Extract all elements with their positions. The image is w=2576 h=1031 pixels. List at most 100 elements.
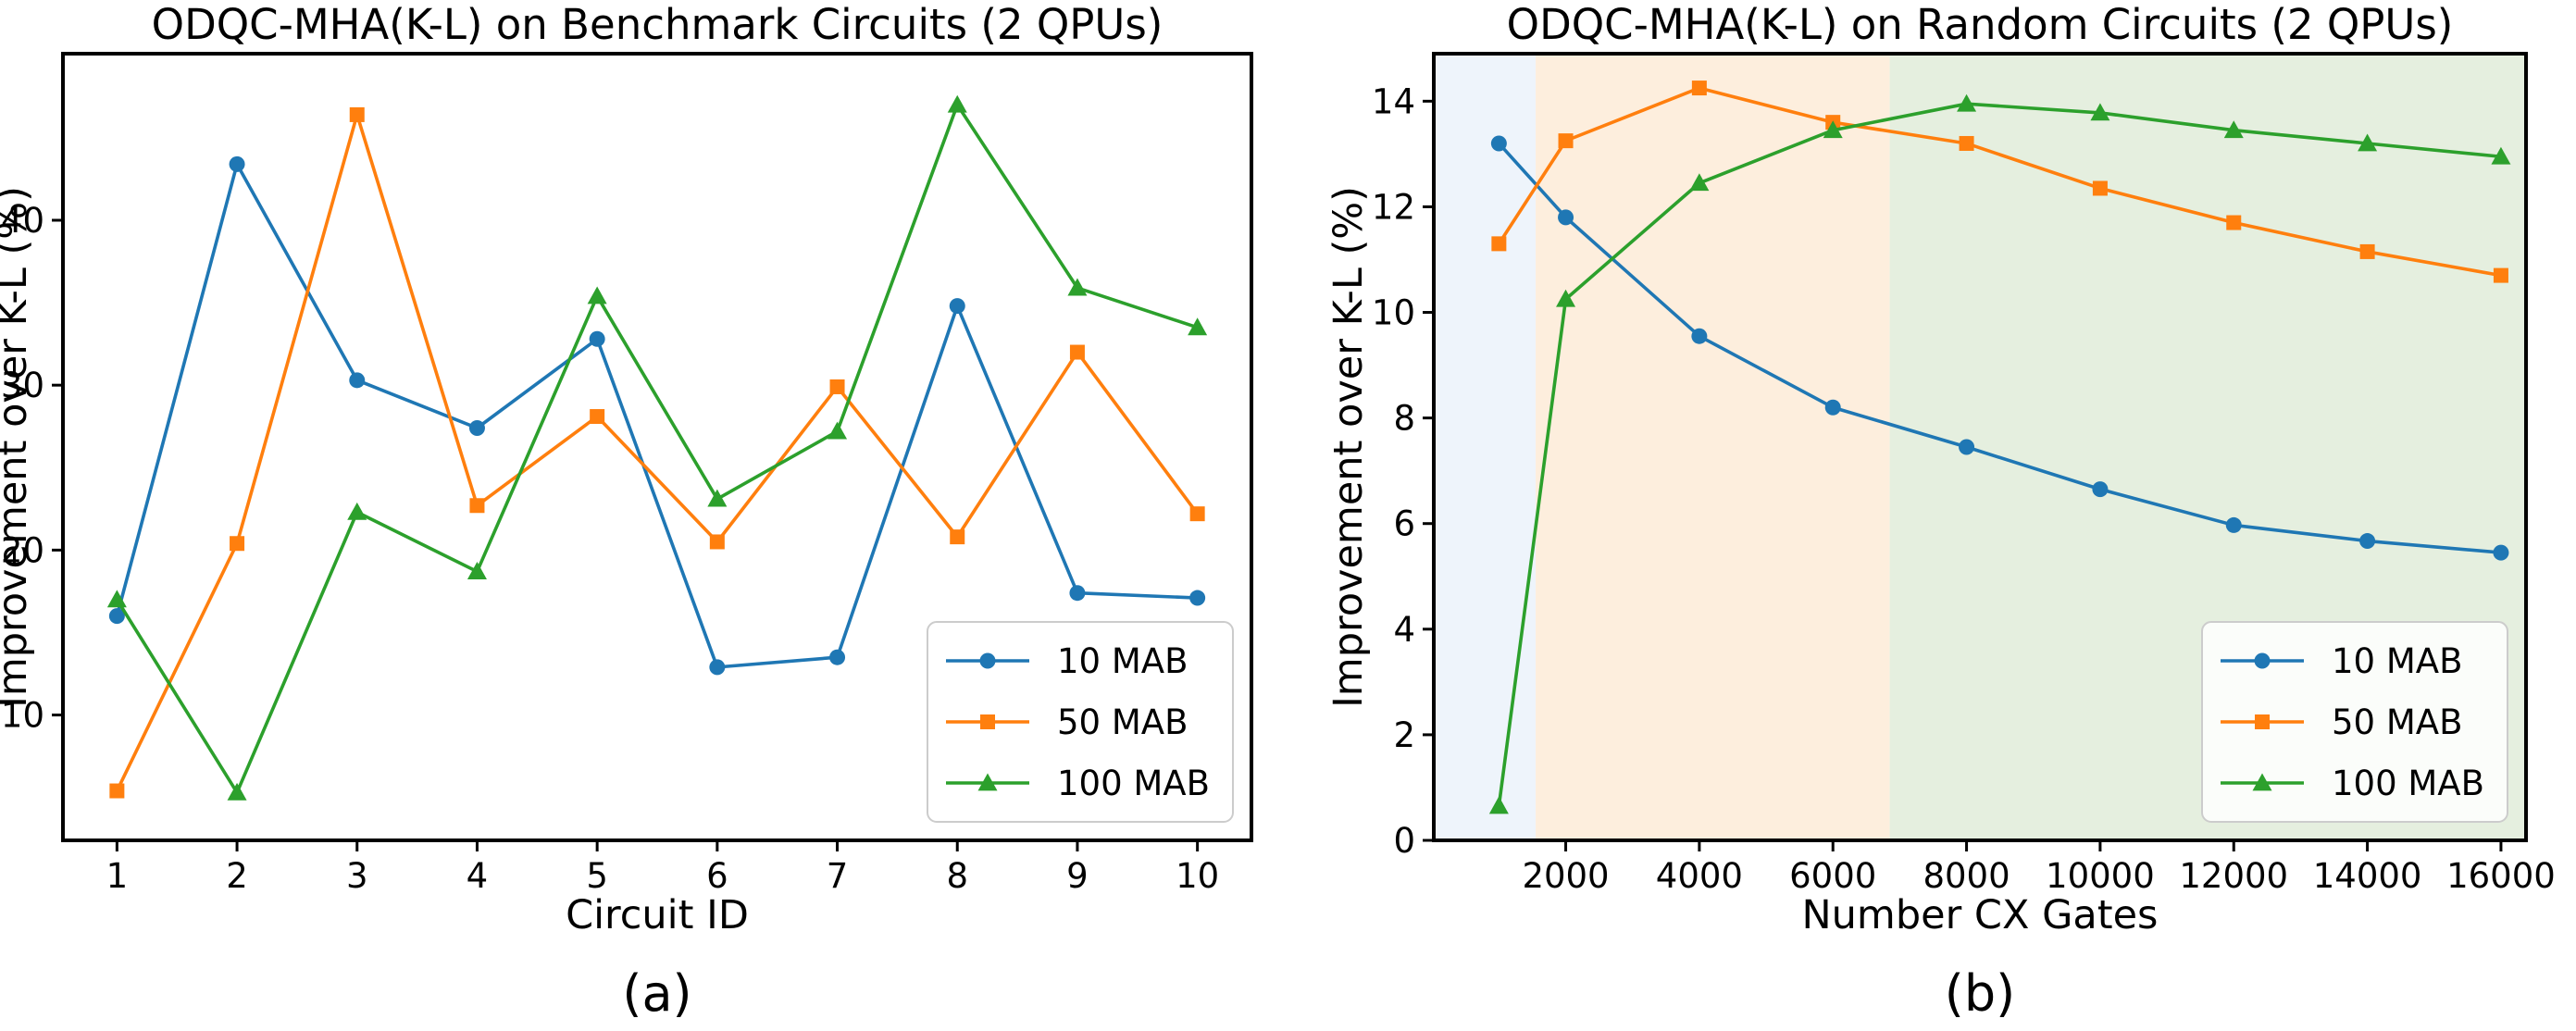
data-point xyxy=(709,534,725,550)
data-point xyxy=(2493,544,2509,561)
y-tick-label: 6 xyxy=(1393,504,1415,544)
data-point xyxy=(1069,585,1086,602)
x-tick-label: 10 xyxy=(1176,856,1219,896)
x-tick-label: 9 xyxy=(1066,856,1089,896)
data-point xyxy=(587,286,607,304)
x-tick-label: 14000 xyxy=(2313,856,2422,896)
y-tick-label: 0 xyxy=(1393,821,1415,861)
data-point xyxy=(347,502,367,520)
data-point xyxy=(828,421,848,440)
data-point xyxy=(230,536,245,552)
panel-caption: (a) xyxy=(622,964,691,1023)
data-point xyxy=(1189,506,1205,522)
x-tick-label: 3 xyxy=(346,856,368,896)
data-point xyxy=(1188,317,1208,336)
chart-title: ODQC-MHA(K-L) on Random Circuits (2 QPUs… xyxy=(1507,0,2454,49)
y-axis-label: Improvement over K-L (%) xyxy=(1325,186,1372,708)
x-tick-label: 1 xyxy=(106,856,129,896)
y-tick-label: 20 xyxy=(1,530,44,570)
data-point xyxy=(2359,243,2375,259)
data-point xyxy=(1689,173,1710,192)
series-line-10-mab xyxy=(115,162,1198,669)
y-axis-label: Improvement over K-L (%) xyxy=(0,186,36,708)
plot-area-frame xyxy=(1432,52,2528,842)
x-axis-label: Number CX Gates xyxy=(1802,892,2159,938)
legend-box xyxy=(927,621,1234,823)
legend-entry-label: 50 MAB xyxy=(2332,702,2462,742)
chart-title: ODQC-MHA(K-L) on Benchmark Circuits (2 Q… xyxy=(152,0,1164,49)
legend-entry-label: 10 MAB xyxy=(2332,641,2462,681)
legend-marker xyxy=(2255,714,2270,729)
x-tick-label: 7 xyxy=(827,856,849,896)
data-point xyxy=(349,372,366,389)
y-tick-label: 2 xyxy=(1393,715,1415,755)
series-line-100-mab xyxy=(115,103,1199,795)
data-point xyxy=(109,783,125,799)
data-point xyxy=(106,590,127,608)
y-tick-label: 4 xyxy=(1393,610,1415,650)
data-point xyxy=(2358,133,2378,152)
data-point xyxy=(1823,120,1843,139)
legend: 10 MAB 50 MAB 100 MAB xyxy=(2201,621,2508,823)
x-tick-label: 8 xyxy=(946,856,968,896)
data-point xyxy=(2225,516,2242,533)
data-point xyxy=(1824,399,1841,416)
legend-marker xyxy=(980,714,995,729)
legend-entry-label: 100 MAB xyxy=(1057,764,1210,803)
data-point xyxy=(2491,146,2511,165)
data-point xyxy=(108,608,125,625)
data-point xyxy=(2226,215,2242,230)
data-point xyxy=(589,330,605,347)
data-point xyxy=(2223,120,2244,139)
data-point xyxy=(2092,180,2108,196)
legend-marker xyxy=(977,773,998,791)
y-tick-label: 10 xyxy=(1,696,44,736)
data-point xyxy=(2493,267,2508,283)
shaded-region xyxy=(1536,54,1890,840)
data-point xyxy=(1558,209,1574,226)
x-tick-label: 4 xyxy=(467,856,489,896)
shaded-region xyxy=(1434,54,1537,840)
data-point xyxy=(829,649,846,665)
legend-entry-label: 10 MAB xyxy=(1057,641,1188,681)
data-point xyxy=(1069,344,1085,360)
legend-marker xyxy=(979,652,996,669)
data-point xyxy=(2092,481,2109,498)
x-tick-label: 6000 xyxy=(1789,856,1876,896)
data-point xyxy=(1558,133,1574,149)
legend-marker xyxy=(2252,773,2272,791)
y-tick-label: 14 xyxy=(1372,81,1415,121)
legend-box xyxy=(2201,621,2508,823)
x-tick-label: 4000 xyxy=(1656,856,1743,896)
data-point xyxy=(227,782,247,801)
legend-entry-label: 100 MAB xyxy=(2332,764,2484,803)
x-axis-label: Circuit ID xyxy=(566,892,749,938)
panel-a-benchmark-circuits: 10 20 30 40 1 2 3 4 5 6 7 8 9 10 ODQC-MHA(K-L) on Be… xyxy=(0,0,1253,1023)
data-point xyxy=(709,659,726,676)
data-point xyxy=(590,409,605,425)
data-point xyxy=(2359,533,2376,550)
data-point xyxy=(1957,93,1977,112)
plot-area-frame xyxy=(61,52,1253,842)
data-point xyxy=(1959,135,1974,151)
x-tick-label: 12000 xyxy=(2179,856,2288,896)
data-point xyxy=(1959,439,1975,455)
data-point xyxy=(349,106,365,122)
x-tick-label: 6 xyxy=(706,856,728,896)
data-point xyxy=(1490,135,1507,152)
x-tick-label: 2000 xyxy=(1522,856,1609,896)
data-point xyxy=(1691,328,1708,344)
x-tick-label: 10000 xyxy=(2046,856,2155,896)
data-point xyxy=(1556,289,1576,307)
data-point xyxy=(949,298,965,315)
data-point xyxy=(229,155,245,172)
series-line-50-mab xyxy=(115,113,1200,792)
data-point xyxy=(1067,278,1088,296)
y-tick-label: 30 xyxy=(1,366,44,405)
data-point xyxy=(1691,81,1707,96)
y-tick-label: 8 xyxy=(1393,399,1415,439)
data-point xyxy=(1488,796,1509,814)
x-tick-label: 5 xyxy=(586,856,608,896)
x-tick-label: 16000 xyxy=(2446,856,2556,896)
